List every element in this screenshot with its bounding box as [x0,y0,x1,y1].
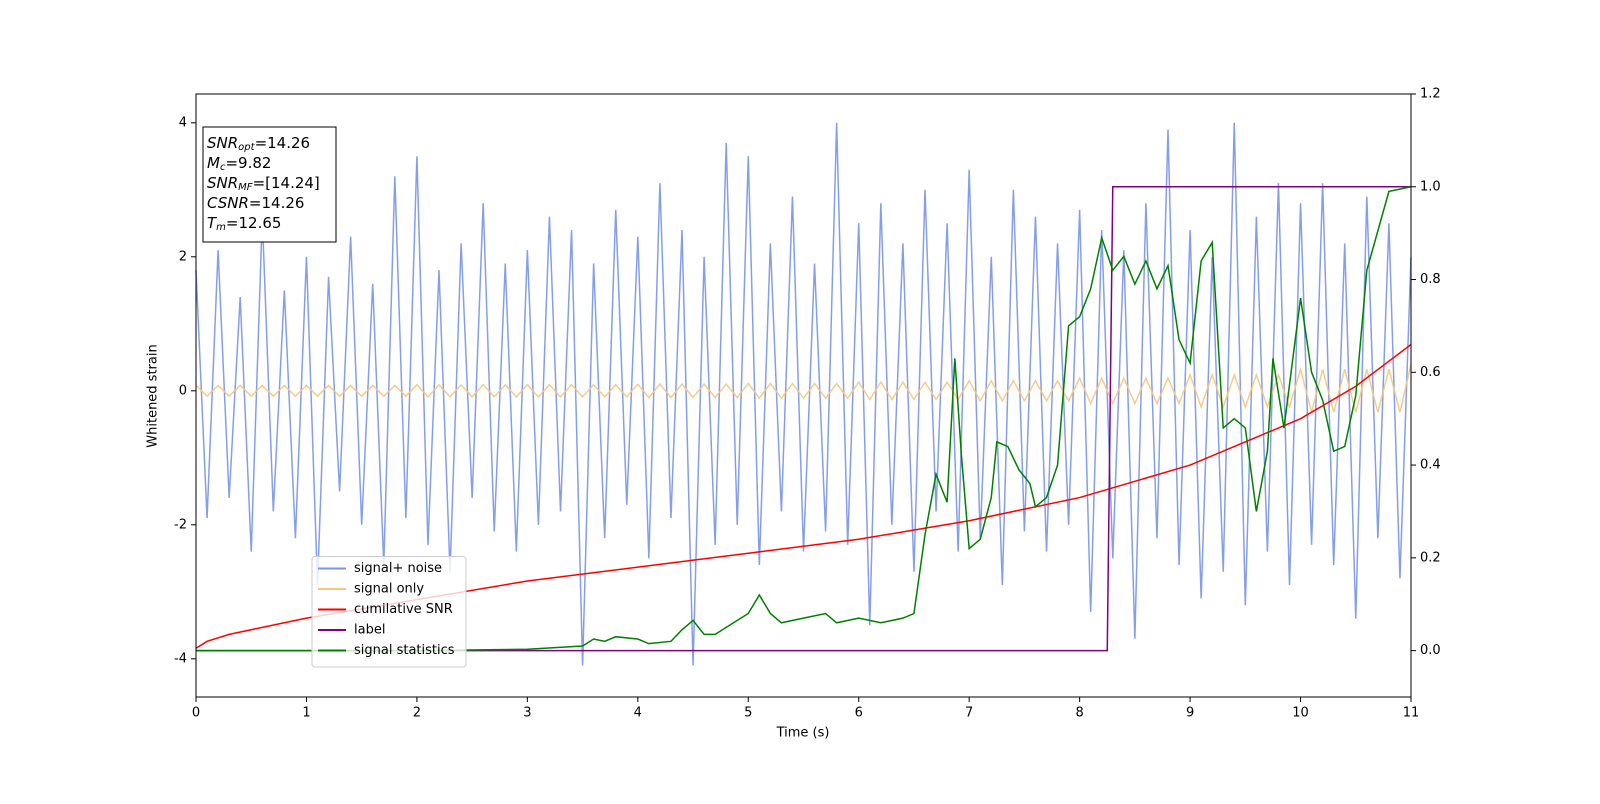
x-tick-label: 8 [1075,706,1083,721]
x-tick-label: 10 [1292,706,1309,721]
annotation-main: CSNR [207,194,249,212]
annotation-rest: =12.65 [226,214,282,232]
annotation-main: T [207,214,218,232]
annotation-sub: opt [238,142,255,153]
y-axis-label: Whitened strain [146,344,161,447]
annotation: SNRopt=14.26 [207,134,310,154]
annotation: Tm=12.65 [207,214,281,234]
x-tick-label: 2 [413,706,421,721]
y2-tick-label: 1.2 [1420,87,1441,102]
series-line [195,122,1412,666]
annotation: Mc=9.82 [207,154,271,174]
x-tick-label: 4 [634,706,642,721]
y2-tick-label: 0.8 [1420,272,1441,287]
y-tick-label: 4 [179,115,187,130]
y2-tick-label: 0.0 [1420,643,1441,658]
x-tick-label: 11 [1403,706,1420,721]
annotation-sub: m [216,222,226,233]
legend-label: signal+ noise [354,561,442,576]
legend-label: signal statistics [354,643,455,658]
x-tick-label: 5 [744,706,752,721]
annotation-main: SNR [207,174,238,192]
annotation-main: M [207,154,220,172]
y-tick-label: 2 [179,249,187,264]
plot-frame [195,93,1412,698]
legend-label: label [354,623,385,638]
annotation-rest: =[14.24] [253,174,320,192]
annotation-main: SNR [207,134,238,152]
annotation: CSNR=14.26 [207,194,304,212]
x-tick-label: 7 [965,706,973,721]
annotation-rest: =14.26 [255,134,311,152]
legend-box [311,556,467,668]
x-tick-label: 6 [855,706,863,721]
y-tick-label: 0 [179,383,187,398]
legend-label: signal only [354,582,424,597]
y2-tick-label: 0.4 [1420,458,1441,473]
series-line [195,343,1412,649]
annotation-box [202,126,337,243]
x-tick-label: 1 [302,706,310,721]
series-line [196,186,1412,652]
x-axis-label: Time (s) [776,726,830,741]
y2-tick-label: 1.0 [1420,179,1441,194]
x-tick-label: 9 [1186,706,1194,721]
y2-tick-label: 0.2 [1420,550,1441,565]
annotation-sub: c [220,162,226,173]
y2-tick-label: 0.6 [1420,365,1441,380]
annotation-sub: MF [238,182,253,193]
legend-label: cumilative SNR [354,602,453,617]
annotation-rest: =9.82 [225,154,271,172]
annotation: SNRMF=[14.24] [207,174,320,194]
y-tick-label: -2 [174,517,187,532]
x-tick-label: 0 [192,706,200,721]
y-tick-label: -4 [174,651,187,666]
annotation-rest: =14.26 [249,194,305,212]
series-line [196,186,1411,652]
series-line [195,363,1412,413]
x-tick-label: 3 [523,706,531,721]
